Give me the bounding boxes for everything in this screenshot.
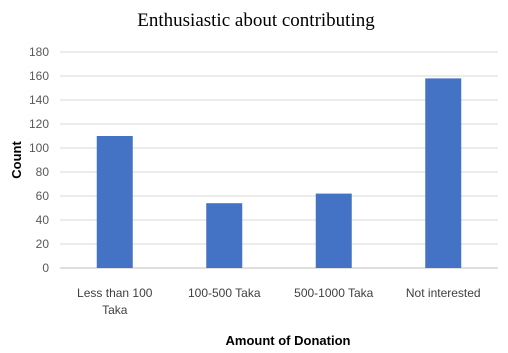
y-tick-label: 20 <box>36 237 50 251</box>
bars <box>96 78 462 269</box>
y-tick-label: 40 <box>36 213 50 227</box>
x-category-label-line: Less than 100 <box>77 286 153 300</box>
bar <box>96 136 133 268</box>
x-category-labels: Less than 100 Taka 100-500 Taka 500-1000 Ta… <box>77 286 481 317</box>
x-category-label-line: Not interested <box>406 286 481 300</box>
bar <box>206 203 243 268</box>
x-axis-title: Amount of Donation <box>226 333 351 348</box>
x-category-label-line: 500-1000 Taka <box>294 286 374 300</box>
y-tick-label: 0 <box>42 261 49 275</box>
y-tick-labels: 0 20 40 60 80 100 120 140 160 180 <box>29 45 49 275</box>
gridlines <box>60 51 498 269</box>
x-category-label: 500-1000 Taka <box>294 286 374 300</box>
x-category-label: Less than 100 Taka <box>77 286 153 317</box>
y-tick-label: 60 <box>36 189 50 203</box>
y-tick-label: 140 <box>29 93 49 107</box>
bar <box>315 193 352 268</box>
y-tick-label: 160 <box>29 69 49 83</box>
y-tick-label: 180 <box>29 45 49 59</box>
x-category-label-line: 100-500 Taka <box>188 286 261 300</box>
y-tick-label: 120 <box>29 117 49 131</box>
x-category-label: 100-500 Taka <box>188 286 261 300</box>
bar <box>425 78 462 269</box>
y-tick-label: 80 <box>36 165 50 179</box>
y-axis-title: Count <box>9 141 24 179</box>
y-tick-label: 100 <box>29 141 49 155</box>
chart-title: Enthusiastic about contributing <box>137 10 375 31</box>
x-category-label-line: Taka <box>102 303 128 317</box>
x-category-label: Not interested <box>406 286 481 300</box>
